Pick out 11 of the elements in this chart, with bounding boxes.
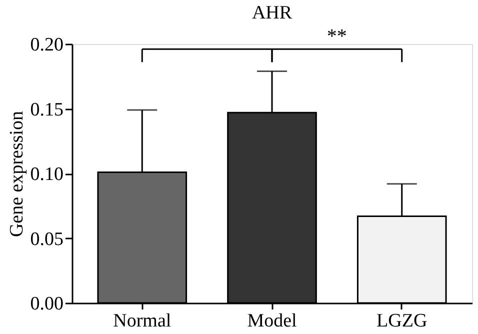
x-tick-label: Model [247, 310, 297, 332]
y-tick-label: 0.00 [30, 294, 64, 314]
y-tick-label: 0.20 [30, 34, 64, 56]
x-tick-label: LGZG [376, 310, 428, 332]
chart-title: AHR [252, 2, 292, 24]
y-axis-title: Gene expression [6, 110, 28, 238]
x-tick-label: Normal [113, 310, 172, 332]
y-tick-label: 0.10 [30, 164, 64, 185]
y-tick-label: 0.15 [30, 99, 64, 120]
annotation: ** [326, 26, 347, 48]
y-tick-label: 0.05 [30, 228, 64, 250]
